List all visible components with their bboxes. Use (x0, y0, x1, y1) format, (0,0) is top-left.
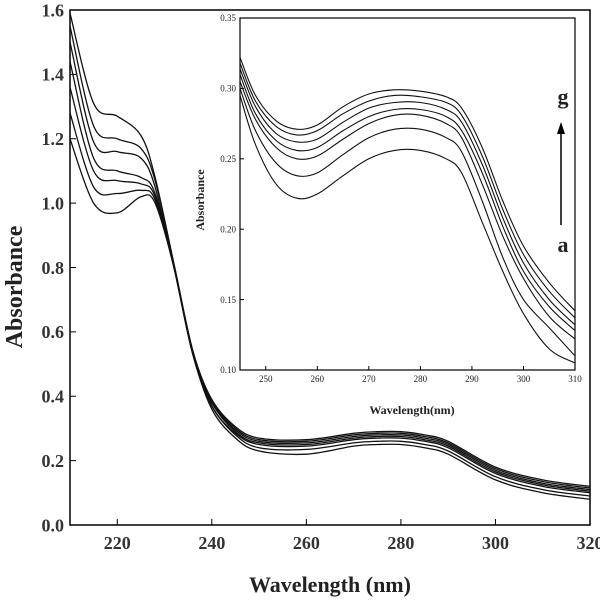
inset-y-tick-label: 0.10 (220, 365, 236, 375)
main-series-line-3 (70, 87, 590, 494)
main-y-tick-label: 0.4 (42, 387, 65, 407)
main-y-tick-label: 0.0 (42, 515, 65, 535)
inset-x-tick-label: 290 (465, 374, 479, 384)
main-x-tick-label: 240 (198, 533, 225, 553)
main-series-line-6 (70, 25, 590, 489)
inset-series-line-1 (240, 95, 575, 364)
annotation-arrow-head (557, 122, 565, 134)
main-y-tick-label: 0.8 (42, 258, 65, 278)
inset-series-line-3 (240, 81, 575, 340)
inset-plot: 250 260 270 280 290 300 310 0.10 0.15 0.20 0.25 0.3… (220, 13, 582, 384)
inset-series-line-6 (240, 62, 575, 319)
main-series-line-2 (70, 112, 590, 497)
main-x-tick-label: 220 (104, 533, 131, 553)
main-series-line-7 (70, 13, 590, 488)
main-x-axis-title: Wavelength (nm) (249, 572, 411, 597)
main-y-tick-label: 1.4 (42, 65, 65, 85)
main-y-tick-label: 1.0 (42, 193, 65, 213)
inset-y-axis-title: Absorbance (193, 169, 207, 231)
annotation-label-g: g (558, 84, 569, 109)
main-x-tick-label: 320 (577, 533, 600, 553)
inset-x-tick-label: 280 (414, 374, 428, 384)
inset-series-line-4 (240, 74, 575, 332)
inset-x-axis-title: Wavelength(nm) (369, 403, 454, 417)
inset-plot-frame (239, 17, 576, 371)
inset-series-line-5 (240, 68, 575, 326)
inset-y-tick-label: 0.25 (220, 154, 236, 164)
main-y-tick-label: 1.6 (42, 0, 65, 20)
inset-x-tick-label: 270 (362, 374, 376, 384)
main-series-line-4 (70, 61, 590, 492)
inset-x-tick-label: 250 (259, 374, 273, 384)
main-x-tick-label: 280 (387, 533, 414, 553)
main-x-tick-label: 260 (293, 533, 320, 553)
inset-y-tick-label: 0.35 (220, 13, 236, 23)
inset-x-tick-label: 310 (568, 374, 582, 384)
main-series-line-5 (70, 42, 590, 491)
main-y-tick-label: 0.6 (42, 322, 65, 342)
inset-x-tick-label: 260 (311, 374, 325, 384)
inset-y-tick-label: 0.15 (220, 295, 236, 305)
main-y-tick-label: 0.2 (42, 451, 65, 471)
inset-y-tick-label: 0.30 (220, 84, 236, 94)
main-plot: 220 240 260 280 300 320 0.0 0.2 0.4 0.6 0.8 1.0 1.2 1… (42, 0, 600, 553)
annotation-label-a: a (558, 232, 569, 257)
inset-series-line-7 (240, 57, 575, 312)
main-series-line-1 (70, 138, 590, 500)
main-y-tick-label: 1.2 (42, 129, 65, 149)
inset-y-tick-label: 0.20 (220, 224, 236, 234)
main-x-tick-label: 300 (482, 533, 509, 553)
inset-x-tick-label: 300 (517, 374, 531, 384)
inset-series-line-2 (240, 88, 575, 357)
main-y-axis-title: Absorbance (2, 225, 28, 348)
